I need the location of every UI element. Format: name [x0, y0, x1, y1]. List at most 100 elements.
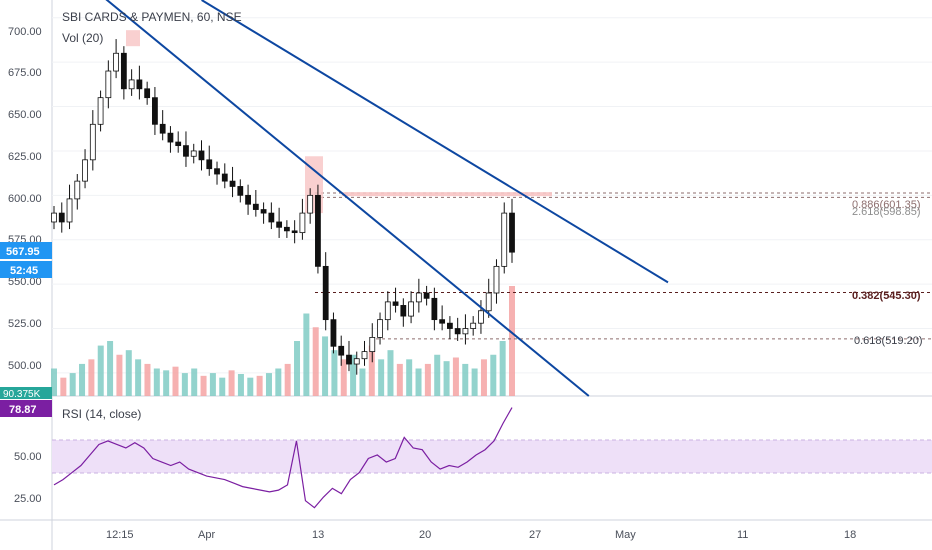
- candle-body: [384, 301, 391, 321]
- volume-bar: [97, 345, 104, 396]
- volume-bar: [462, 363, 469, 396]
- volume-bar: [378, 359, 385, 396]
- volume-bar: [359, 368, 366, 396]
- candle-body: [408, 301, 414, 317]
- volume-bar: [163, 370, 170, 396]
- candle-body: [338, 345, 345, 356]
- trendline: [201, 0, 669, 284]
- volume-bar: [350, 354, 357, 396]
- volume-bar: [265, 373, 272, 396]
- candle-body: [462, 328, 469, 335]
- volume-bar: [275, 368, 282, 396]
- candle-body: [66, 198, 73, 223]
- candle-body: [245, 194, 251, 205]
- candle-body: [392, 301, 399, 306]
- volume-bar: [480, 359, 487, 396]
- volume-bar: [107, 341, 114, 396]
- volume-bar: [51, 368, 57, 396]
- volume-bar: [424, 363, 431, 396]
- time-tick: 12:15: [106, 529, 134, 541]
- volume-bar: [200, 375, 207, 396]
- volume-bar: [88, 359, 95, 396]
- price-tick: 500.00: [8, 360, 42, 372]
- volume-bar: [331, 350, 338, 396]
- candle-body: [315, 194, 321, 267]
- price-tick: 650.00: [8, 109, 42, 121]
- candle-body: [400, 305, 407, 317]
- volume-bar: [499, 341, 506, 396]
- volume-bar: [340, 359, 347, 396]
- candle-body: [446, 322, 453, 329]
- volume-bar: [172, 366, 179, 396]
- candle-body: [361, 351, 368, 360]
- volume-value: 90.375K: [3, 389, 41, 400]
- countdown-tag: [0, 261, 52, 278]
- fib-label-382: 0.382(545.30): [852, 290, 921, 302]
- candle-body: [229, 180, 236, 187]
- last-price-value: 567.95: [6, 246, 40, 258]
- candle-body: [470, 322, 477, 329]
- fib-label-886: 0.886(601.35): [852, 199, 921, 211]
- candle-body: [478, 310, 484, 324]
- volume-bar: [452, 357, 459, 396]
- volume-bar: [228, 370, 235, 396]
- candle-body: [307, 194, 314, 214]
- candle-body: [120, 52, 127, 90]
- candle-body: [299, 212, 306, 234]
- price-tick: 525.00: [8, 318, 42, 330]
- candle-body: [190, 150, 197, 157]
- candle-body: [74, 180, 81, 200]
- time-axis: 12:15 Apr 13 20 27 May 11 18: [106, 529, 856, 541]
- rsi-band: [52, 440, 932, 473]
- price-tick: 625.00: [8, 151, 42, 163]
- candle-body: [377, 319, 383, 338]
- fib-label-2618: 2.618(598.85): [852, 206, 921, 218]
- time-tick: 13: [312, 529, 324, 541]
- highlight-box: [342, 192, 552, 197]
- highlight-box: [126, 30, 140, 47]
- candle-body: [454, 328, 461, 335]
- candle-body: [144, 88, 151, 99]
- rsi-current-tag: [0, 400, 52, 417]
- rsi-tick: 25.00: [14, 493, 42, 505]
- volume-bar: [116, 354, 123, 396]
- volume-bar: [387, 350, 394, 396]
- candle-body: [493, 265, 500, 294]
- rsi-label: RSI (14, close): [62, 407, 141, 421]
- candle-body: [105, 70, 112, 99]
- candle-body: [136, 79, 143, 90]
- candle-body: [346, 354, 352, 365]
- candle-body: [439, 319, 446, 324]
- grid: [52, 17, 932, 374]
- candle-body: [501, 212, 508, 267]
- volume-bar: [181, 373, 188, 396]
- last-price-tag: [0, 242, 52, 259]
- volume-bar: [237, 374, 244, 396]
- candle-body: [89, 123, 96, 161]
- volume-bar: [490, 354, 497, 396]
- time-tick: 27: [529, 529, 541, 541]
- volume-bar: [509, 286, 515, 396]
- candle-body: [58, 212, 65, 223]
- price-tick: 700.00: [8, 26, 42, 38]
- time-tick: 11: [737, 529, 748, 541]
- candle-body: [198, 150, 205, 161]
- candle-body: [353, 358, 360, 365]
- fib-label-618: 0.618(519.20): [854, 335, 923, 347]
- candle-body: [509, 212, 515, 253]
- candle-body: [431, 297, 438, 321]
- rsi-line: [53, 407, 513, 509]
- volume-bar: [256, 375, 263, 396]
- candle-body: [268, 212, 275, 223]
- candlesticks: [51, 39, 515, 375]
- time-tick: 20: [419, 529, 431, 541]
- candle-body: [283, 226, 290, 232]
- trendlines[interactable]: [105, 0, 669, 397]
- volume-bar: [144, 363, 151, 396]
- volume-bar: [312, 327, 319, 396]
- candle-body: [221, 173, 228, 182]
- trendline: [105, 0, 590, 397]
- candle-body: [237, 186, 244, 196]
- candle-body: [51, 212, 57, 223]
